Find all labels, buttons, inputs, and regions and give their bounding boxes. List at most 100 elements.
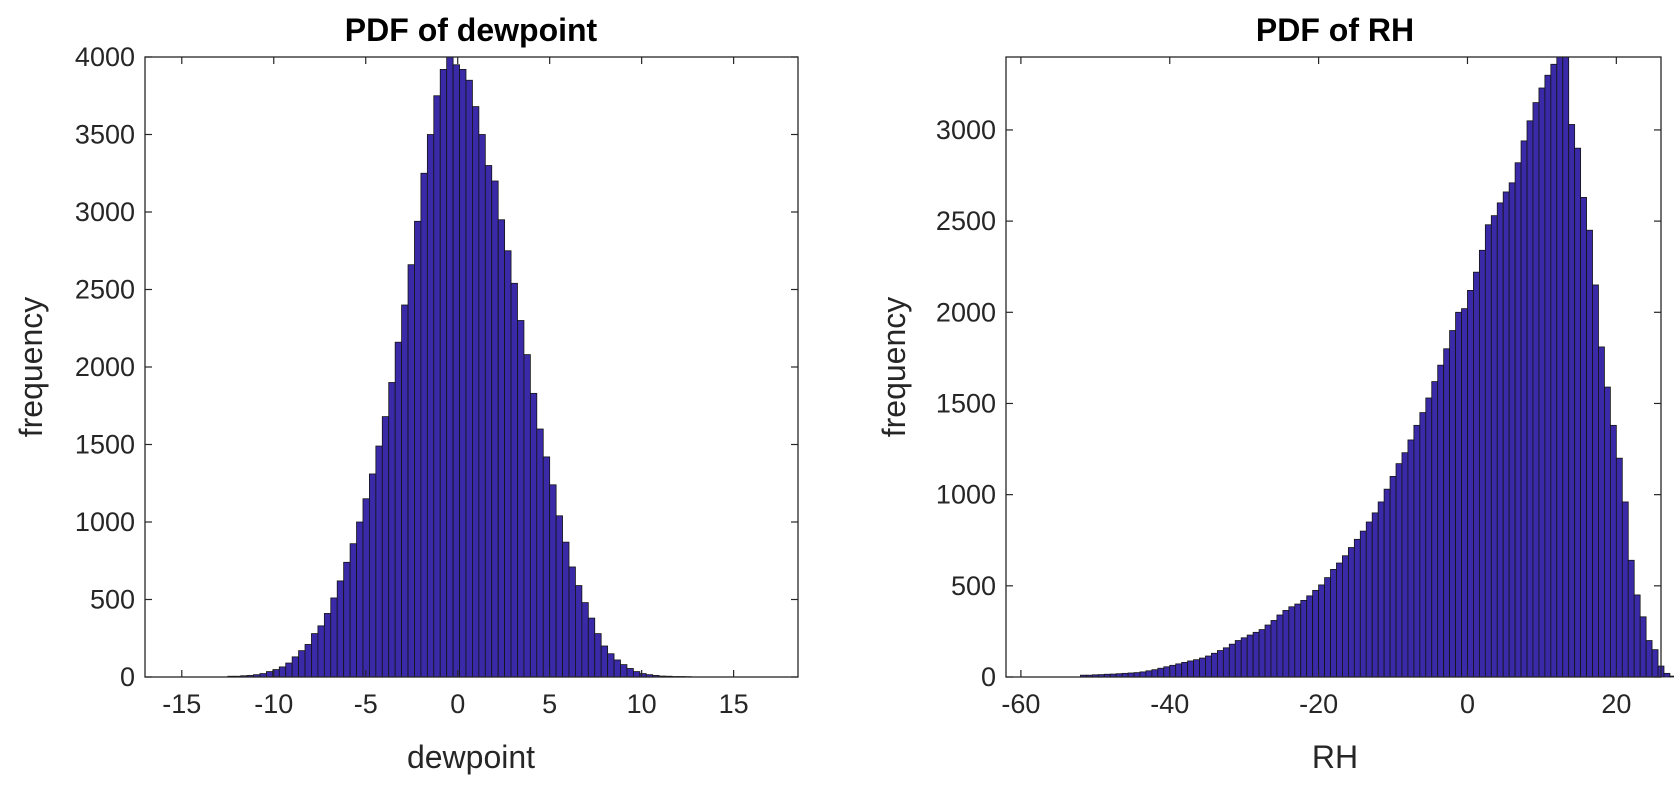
- histogram-bar: [594, 633, 602, 678]
- histogram-bar: [1300, 600, 1308, 678]
- histogram-bar: [472, 106, 480, 678]
- histogram-bar: [1252, 631, 1260, 678]
- y-tick-label: 3000: [936, 115, 996, 145]
- histogram-bar: [1324, 577, 1331, 678]
- x-tick-label: -20: [1299, 689, 1338, 719]
- histogram-bar: [1556, 56, 1564, 678]
- histogram-bar: [291, 656, 299, 678]
- histogram-bar: [298, 650, 306, 678]
- x-tick-label: 20: [1601, 689, 1631, 719]
- histogram-bar: [1133, 672, 1141, 678]
- histogram-bar: [1609, 424, 1617, 678]
- histogram-bar: [1228, 643, 1236, 678]
- histogram-bar: [265, 671, 274, 678]
- histogram-bar: [375, 445, 383, 678]
- histogram-bar: [1353, 538, 1361, 678]
- histogram-bar: [1550, 63, 1558, 678]
- histogram-bar: [1627, 559, 1635, 678]
- y-tick-label: 3000: [75, 197, 135, 227]
- histogram-bar: [1270, 620, 1278, 678]
- plot-frame: [1005, 56, 1662, 678]
- y-tick-label: 1500: [75, 430, 135, 460]
- histogram-bar: [1574, 147, 1582, 678]
- histogram-bar: [1342, 555, 1349, 678]
- histogram-bar: [1413, 424, 1421, 678]
- histogram-bar: [581, 602, 589, 678]
- histogram-bar: [1669, 675, 1674, 678]
- histogram-bar: [1419, 412, 1427, 678]
- histogram-bar: [1586, 229, 1593, 678]
- histogram-bar: [311, 633, 319, 678]
- histogram-bar: [1473, 271, 1480, 678]
- histogram-bar: [401, 304, 409, 678]
- histogram-bar: [1181, 662, 1189, 678]
- histogram-bar: [1449, 330, 1456, 678]
- histogram-bar: [1139, 671, 1147, 678]
- histogram-bar: [285, 662, 293, 678]
- histogram-bar: [1282, 610, 1290, 678]
- histogram-bar: [1401, 452, 1409, 678]
- histogram-bar: [568, 566, 576, 678]
- histogram-bar: [1193, 659, 1200, 678]
- y-tick-label: 1000: [75, 507, 135, 537]
- histogram-bar: [517, 320, 525, 678]
- histogram-bar: [304, 644, 312, 678]
- histogram-bar: [1467, 290, 1474, 678]
- histogram-bar: [362, 498, 370, 678]
- y-tick-label: 2500: [75, 275, 135, 305]
- y-tick-label: 2000: [936, 297, 996, 327]
- histogram-bar: [600, 645, 609, 678]
- x-tick-label: -15: [162, 689, 201, 719]
- histogram-bar: [1318, 584, 1325, 678]
- histogram-bar: [1258, 629, 1266, 678]
- histogram-bar: [587, 617, 596, 678]
- histogram-bar: [632, 671, 641, 678]
- histogram-bar: [1205, 655, 1212, 678]
- histogram-bar: [330, 597, 338, 678]
- histogram-bar: [459, 69, 467, 678]
- y-tick-label: 1000: [936, 480, 996, 510]
- x-axis-label: RH: [1312, 739, 1358, 775]
- histogram-bar: [1604, 386, 1611, 678]
- histogram-bar: [1395, 463, 1403, 678]
- histogram-bar: [1371, 512, 1379, 678]
- histogram-bar: [620, 664, 628, 678]
- histogram-bar: [426, 134, 435, 678]
- histogram-bar: [336, 580, 345, 678]
- histogram-bar: [1234, 640, 1242, 678]
- rh-histogram: PDF of RH -60 -40 -20 0 20 0 500 1000 1500 2000 2…: [876, 12, 1674, 775]
- bars: [1080, 56, 1674, 678]
- histogram-bar: [1359, 530, 1367, 678]
- histogram-bar: [626, 668, 634, 678]
- histogram-bar: [1330, 569, 1337, 678]
- x-ticks: -15 -10 -5 0 5 10 15: [162, 57, 749, 719]
- histogram-bar: [1461, 308, 1468, 678]
- histogram-bar: [1645, 640, 1653, 678]
- histogram-bar: [343, 561, 351, 678]
- y-tick-label: 0: [981, 662, 996, 692]
- x-ticks: -60 -40 -20 0 20: [1001, 57, 1631, 719]
- histogram-bar: [1580, 197, 1587, 678]
- histogram-bar: [1240, 637, 1248, 678]
- y-ticks: 0 500 1000 1500 2000 2500 3000: [936, 115, 1661, 692]
- histogram-bar: [497, 219, 506, 678]
- histogram-bar: [529, 392, 538, 678]
- x-axis-label: dewpoint: [407, 739, 535, 775]
- histogram-bar: [1425, 397, 1433, 678]
- x-tick-label: 15: [719, 689, 749, 719]
- histogram-bar: [1187, 660, 1194, 678]
- histogram-bar: [1389, 476, 1397, 678]
- x-tick-label: 5: [542, 689, 557, 719]
- bars: [227, 56, 692, 678]
- chart-title: PDF of dewpoint: [345, 12, 598, 48]
- histogram-bar: [1294, 603, 1302, 678]
- histogram-bar: [504, 250, 512, 678]
- histogram-bar: [1633, 594, 1641, 678]
- histogram-bar: [1615, 457, 1623, 678]
- y-tick-label: 4000: [75, 42, 135, 72]
- histogram-bar: [1508, 182, 1516, 678]
- histogram-bar: [575, 585, 583, 678]
- x-tick-label: 10: [627, 689, 657, 719]
- histogram-bar: [1175, 663, 1183, 678]
- histogram-bar: [452, 64, 460, 678]
